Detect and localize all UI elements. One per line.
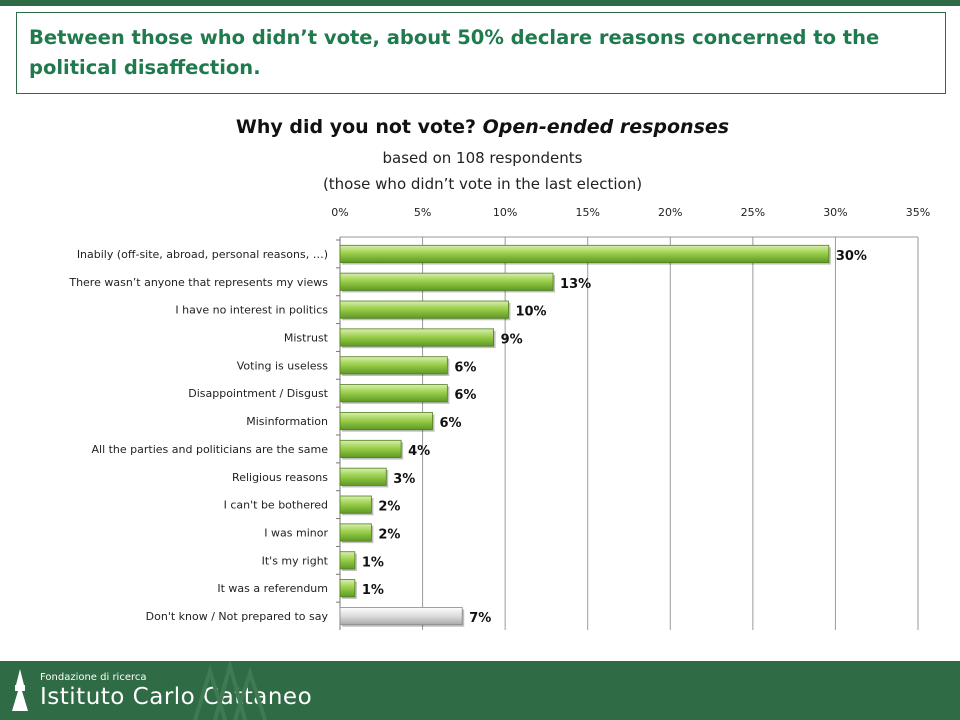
data-label: 1% [362, 583, 384, 598]
bar [339, 523, 372, 542]
x-tick-label: 0% [331, 206, 348, 219]
x-tick-label: 15% [575, 206, 599, 219]
bar-chart: 0% 5% 10% 15% 20% 25% 30% 35% Inabily (off-site,… [68, 206, 930, 630]
bar [339, 579, 356, 598]
category-label: Disappointment / Disgust [188, 387, 328, 400]
chart-title: Why did you not vote? Open-ended respons… [0, 116, 960, 138]
category-label: Voting is useless [237, 359, 329, 372]
data-label: 6% [454, 360, 476, 375]
data-label: 9% [501, 333, 523, 348]
bar [339, 244, 830, 263]
category-label: It's my right [262, 554, 329, 567]
data-label: 13% [560, 277, 591, 292]
chart-title-italic: Open-ended responses [482, 116, 730, 138]
data-label: 10% [515, 305, 546, 320]
bar [339, 272, 554, 291]
bar [339, 412, 433, 431]
data-label: 7% [469, 611, 491, 626]
chart-subtitle-line2: (those who didn’t vote in the last elect… [322, 175, 643, 193]
x-tick-label: 35% [906, 206, 930, 219]
institute-logo-icon [12, 669, 28, 711]
footer-watermark-logo [193, 661, 267, 720]
x-tick-label: 25% [741, 206, 765, 219]
headline-box: Between those who didn’t vote, about 50%… [16, 12, 946, 94]
top-accent-bar [0, 0, 960, 6]
bar-dont-know [339, 607, 463, 626]
data-label: 3% [393, 472, 415, 487]
data-label: 6% [439, 416, 461, 431]
category-label: It was a referendum [217, 582, 328, 595]
data-label: 2% [378, 500, 400, 515]
bar [339, 384, 448, 403]
category-label: Religious reasons [232, 471, 328, 484]
category-label: Inabily (off-site, abroad, personal reas… [77, 248, 328, 261]
category-label: Misinformation [246, 415, 328, 428]
bar [339, 467, 387, 486]
category-label: Don't know / Not prepared to say [146, 610, 329, 623]
bar [339, 439, 402, 458]
category-label: I have no interest in politics [175, 304, 328, 317]
category-label: I was minor [264, 527, 328, 540]
x-tick-label: 30% [823, 206, 847, 219]
category-label: All the parties and politicians are the … [91, 443, 328, 456]
bar [339, 356, 448, 375]
bar [339, 551, 356, 570]
category-label: There wasn’t anyone that represents my v… [68, 276, 328, 289]
x-tick-label: 10% [493, 206, 517, 219]
footer-bar: Fondazione di ricerca Istituto Carlo Cat… [0, 661, 960, 720]
data-label: 6% [454, 388, 476, 403]
footer-org-subtitle: Fondazione di ricerca [40, 672, 147, 683]
category-label: Mistrust [284, 332, 329, 345]
chart-subtitle-line1: based on 108 respondents [382, 149, 583, 167]
x-tick-label: 5% [414, 206, 431, 219]
data-label: 4% [408, 444, 430, 459]
data-label: 1% [362, 555, 384, 570]
headline: Between those who didn’t vote, about 50%… [29, 26, 880, 79]
data-label: 30% [836, 249, 867, 264]
category-label: I can't be bothered [224, 499, 328, 512]
bar [339, 495, 372, 514]
chart-title-main: Why did you not vote? [235, 116, 477, 138]
x-tick-label: 20% [658, 206, 682, 219]
footer-org-name: Istituto Carlo Cattaneo [40, 684, 313, 710]
bar [339, 300, 509, 319]
bar [339, 328, 494, 347]
data-label: 2% [378, 528, 400, 543]
